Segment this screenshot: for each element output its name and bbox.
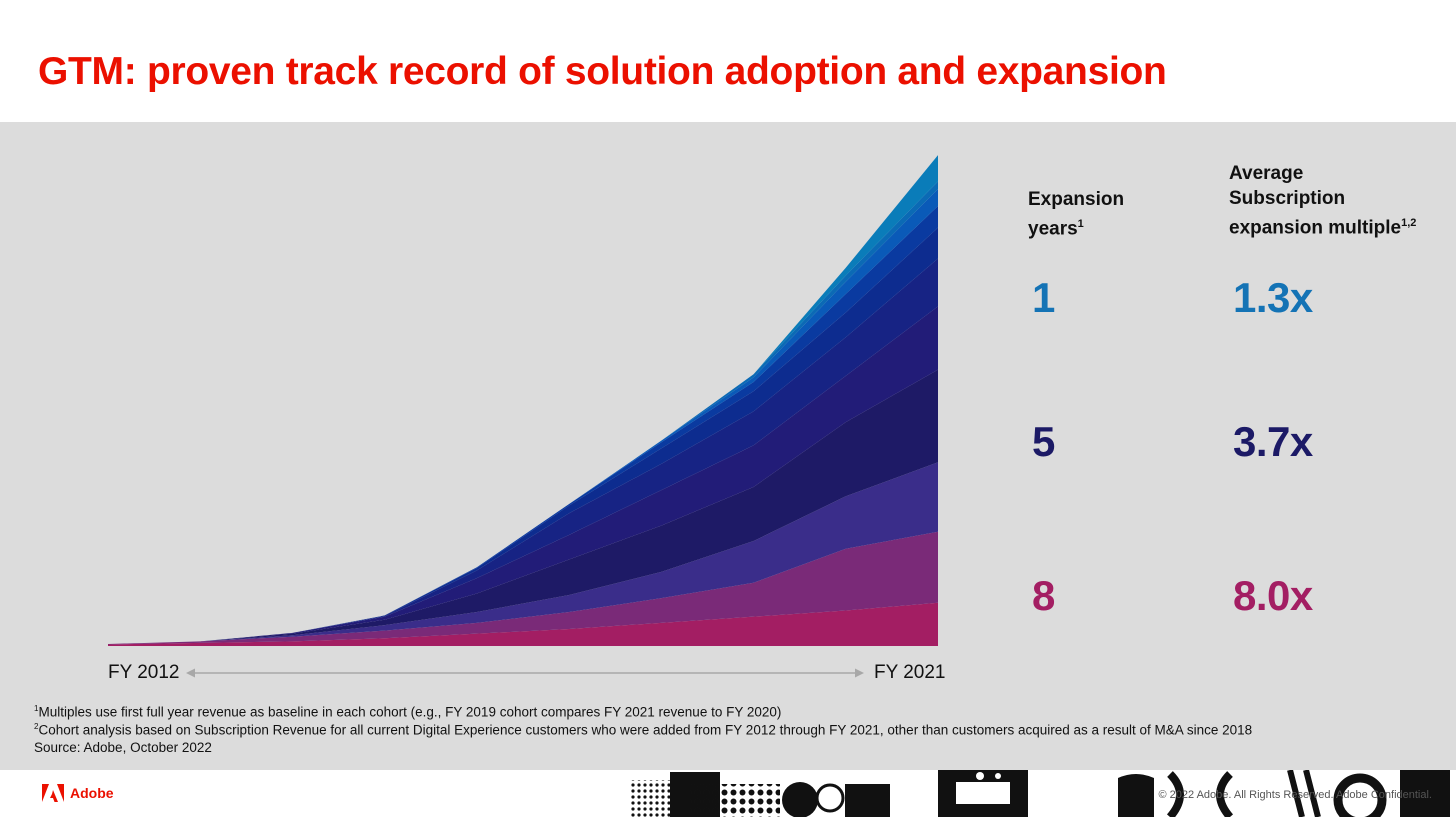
expansion-years-header: Expansion years1 [1028, 189, 1125, 240]
footnote-2: 2Cohort analysis based on Subscription R… [34, 722, 1253, 738]
stacked-area-chart [108, 155, 938, 678]
years-value-8: 8 [1032, 572, 1055, 619]
chart-areas [108, 155, 938, 646]
expansion-multiple-header: Average Subscription expansion multiple1… [1229, 163, 1417, 239]
footnote-1: 1Multiples use first full year revenue a… [34, 704, 782, 720]
multiple-value-5: 3.7x [1233, 418, 1313, 465]
years-value-5: 5 [1032, 418, 1055, 465]
area-series-1 [108, 602, 938, 646]
area-series-3 [108, 462, 938, 644]
area-series-2 [108, 531, 938, 645]
adobe-logo-text: Adobe [70, 785, 114, 801]
adobe-logo: Adobe [42, 784, 114, 802]
copyright-notice: © 2022 Adobe. All Rights Reserved. Adobe… [1158, 789, 1432, 801]
multiple-value-1: 1.3x [1233, 274, 1313, 321]
area-series-4 [108, 369, 938, 644]
adobe-logo-icon [42, 784, 64, 802]
multiple-value-8: 8.0x [1233, 572, 1313, 619]
x-axis-end-label: FY 2021 [874, 662, 946, 683]
decorative-pattern [630, 770, 1450, 817]
x-axis-arrow [186, 668, 864, 678]
source-note: Source: Adobe, October 2022 [34, 740, 212, 755]
slide-title: GTM: proven track record of solution ado… [38, 50, 1167, 93]
area-series-5 [108, 306, 938, 644]
years-value-1: 1 [1032, 274, 1055, 321]
x-axis-start-label: FY 2012 [108, 662, 180, 683]
